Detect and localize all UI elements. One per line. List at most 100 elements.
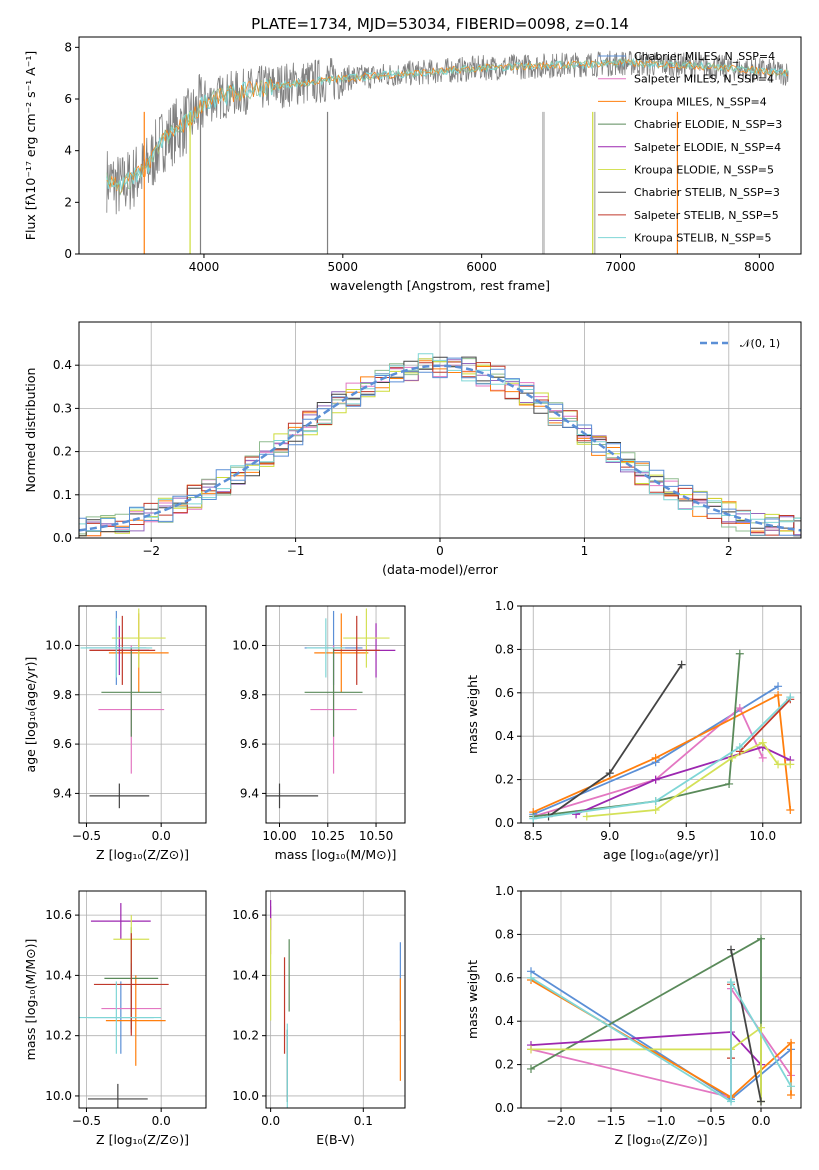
data-point — [786, 805, 795, 814]
data-point — [605, 769, 614, 778]
data-point — [735, 743, 744, 752]
x-tick-label: 9.0 — [600, 829, 619, 843]
y-tick-label: 1.0 — [495, 884, 514, 898]
gaussian-curve — [78, 364, 802, 532]
series-line — [575, 746, 791, 816]
data-point — [735, 703, 744, 712]
data-point — [527, 973, 535, 982]
data-point — [582, 812, 591, 821]
x-tick-label: −2.0 — [546, 1114, 575, 1128]
x-tick-label: 0.0 — [261, 1114, 280, 1128]
panel-z-mass: −0.5 0.0 10.0 10.2 10.4 10.6 Z [log₁₀(Z/Z⊙)] ma… — [23, 890, 207, 1147]
y-tick-label: 10.0 — [45, 1089, 72, 1103]
legend-entry: Salpeter MILES, N_SSP=4 — [634, 73, 774, 86]
y-tick-label: 10.6 — [232, 908, 259, 922]
axes-frame — [78, 890, 207, 1109]
y-tick-label: 4 — [64, 144, 72, 158]
data-point — [572, 810, 581, 819]
y-tick-label: 0.8 — [495, 927, 514, 941]
x-tick-label: 10.50 — [359, 829, 393, 843]
panel-z-weight: −2.0 −1.5 −1.0 −0.5 0.0 0.0 0.2 0.4 0.6 0.8 1.0 Z [… — [465, 884, 802, 1147]
y-axis-label: mass weight — [465, 960, 480, 1039]
data-point — [758, 753, 767, 762]
x-axis-label: age [log₁₀(age/yr)] — [603, 847, 719, 862]
x-tick-label: 7000 — [605, 260, 636, 274]
x-tick-label: 8000 — [744, 260, 775, 274]
y-tick-label: 0.2 — [495, 773, 514, 787]
data-point — [651, 753, 660, 762]
y-tick-label: 10.2 — [45, 1029, 72, 1043]
y-axis-label: mass [log₁₀(M/M⊙)] — [23, 939, 38, 1061]
y-tick-label: 10.0 — [45, 638, 72, 652]
x-tick-label: 2 — [725, 544, 733, 558]
data-point — [735, 649, 744, 658]
x-tick-label: −1.5 — [596, 1114, 625, 1128]
data-point — [651, 775, 660, 784]
y-tick-label: 0 — [64, 247, 72, 261]
y-tick-label: 0.0 — [495, 816, 514, 830]
x-tick-label: 5000 — [328, 260, 359, 274]
y-tick-label: 8 — [64, 40, 72, 54]
x-tick-label: 10.25 — [311, 829, 345, 843]
panel-z-age: −0.5 0.0 9.4 9.6 9.8 10.0 Z [log₁₀(Z/Z⊙)] age [… — [23, 605, 207, 862]
figure-title: PLATE=1734, MJD=53034, FIBERID=0098, z=0… — [251, 15, 629, 33]
data-point — [786, 760, 795, 769]
x-tick-label: −1 — [287, 544, 305, 558]
data-point — [787, 1082, 795, 1091]
axes-frame — [520, 890, 802, 1109]
y-tick-label: 9.4 — [53, 786, 72, 800]
y-tick-label: 9.8 — [53, 688, 72, 702]
legend-entry: Kroupa MILES, N_SSP=4 — [634, 95, 767, 108]
series-line — [547, 664, 683, 818]
panel-mass-age: 10.00 10.25 10.50 9.4 9.6 9.8 10.0 mass [log₁₀(… — [232, 605, 406, 862]
x-tick-label: 10.00 — [262, 829, 296, 843]
y-tick-label: 9.4 — [240, 786, 259, 800]
x-tick-label: 4000 — [189, 260, 220, 274]
axes-frame — [78, 321, 802, 539]
y-tick-label: 10.4 — [232, 968, 259, 982]
axes-frame — [78, 605, 207, 824]
data-point — [725, 779, 734, 788]
x-axis-label: Z [log₁₀(Z/Z⊙)] — [96, 847, 189, 862]
x-tick-label: 0.1 — [354, 1114, 373, 1128]
x-tick-label: 1 — [581, 544, 589, 558]
y-axis-label: age [log₁₀(age/yr)] — [23, 657, 38, 773]
x-tick-label: 0.0 — [152, 829, 171, 843]
y-tick-label: 2 — [64, 195, 72, 209]
y-tick-label: 0.4 — [495, 729, 514, 743]
x-tick-label: −0.5 — [72, 829, 101, 843]
legend-entry: Salpeter ELODIE, N_SSP=4 — [634, 141, 781, 154]
y-tick-label: 0.6 — [495, 971, 514, 985]
series-line — [530, 977, 792, 1104]
x-axis-label: Z [log₁₀(Z/Z⊙)] — [615, 1132, 708, 1147]
histogram-series — [79, 353, 801, 532]
y-tick-label: 0.4 — [495, 1014, 514, 1028]
data-point — [757, 934, 765, 943]
legend-entry: 𝒩(0, 1) — [740, 337, 780, 350]
data-point — [787, 1038, 795, 1047]
histogram-series — [79, 358, 801, 537]
data-point — [786, 693, 795, 702]
histogram-series — [79, 356, 801, 537]
histogram-series — [79, 361, 801, 537]
series-line — [532, 706, 764, 818]
residual-histogram: −2 −1 0 1 2 0.0 0.1 0.2 0.3 0.4 (data-model)/error… — [23, 321, 802, 577]
spectrum-model-line — [106, 58, 789, 196]
series-line — [533, 653, 741, 818]
y-tick-label: 0.6 — [495, 686, 514, 700]
y-tick-label: 10.6 — [45, 908, 72, 922]
series-line — [730, 949, 762, 1102]
series-line — [531, 1025, 762, 1102]
x-tick-label: 0 — [436, 544, 444, 558]
x-tick-label: 0.0 — [751, 1114, 770, 1128]
y-tick-label: 10.2 — [232, 1029, 259, 1043]
axes-frame — [520, 605, 802, 824]
data-point — [774, 760, 783, 769]
y-tick-label: 10.0 — [232, 1089, 259, 1103]
data-point — [529, 814, 538, 823]
data-point — [757, 1023, 765, 1032]
y-tick-label: 9.6 — [53, 737, 72, 751]
panel-ebv-mass: 0.0 0.1 10.0 10.2 10.4 10.6 E(B-V) — [232, 890, 406, 1147]
y-tick-label: 0.3 — [53, 401, 72, 415]
legend-entry: Kroupa STELIB, N_SSP=5 — [634, 232, 772, 245]
